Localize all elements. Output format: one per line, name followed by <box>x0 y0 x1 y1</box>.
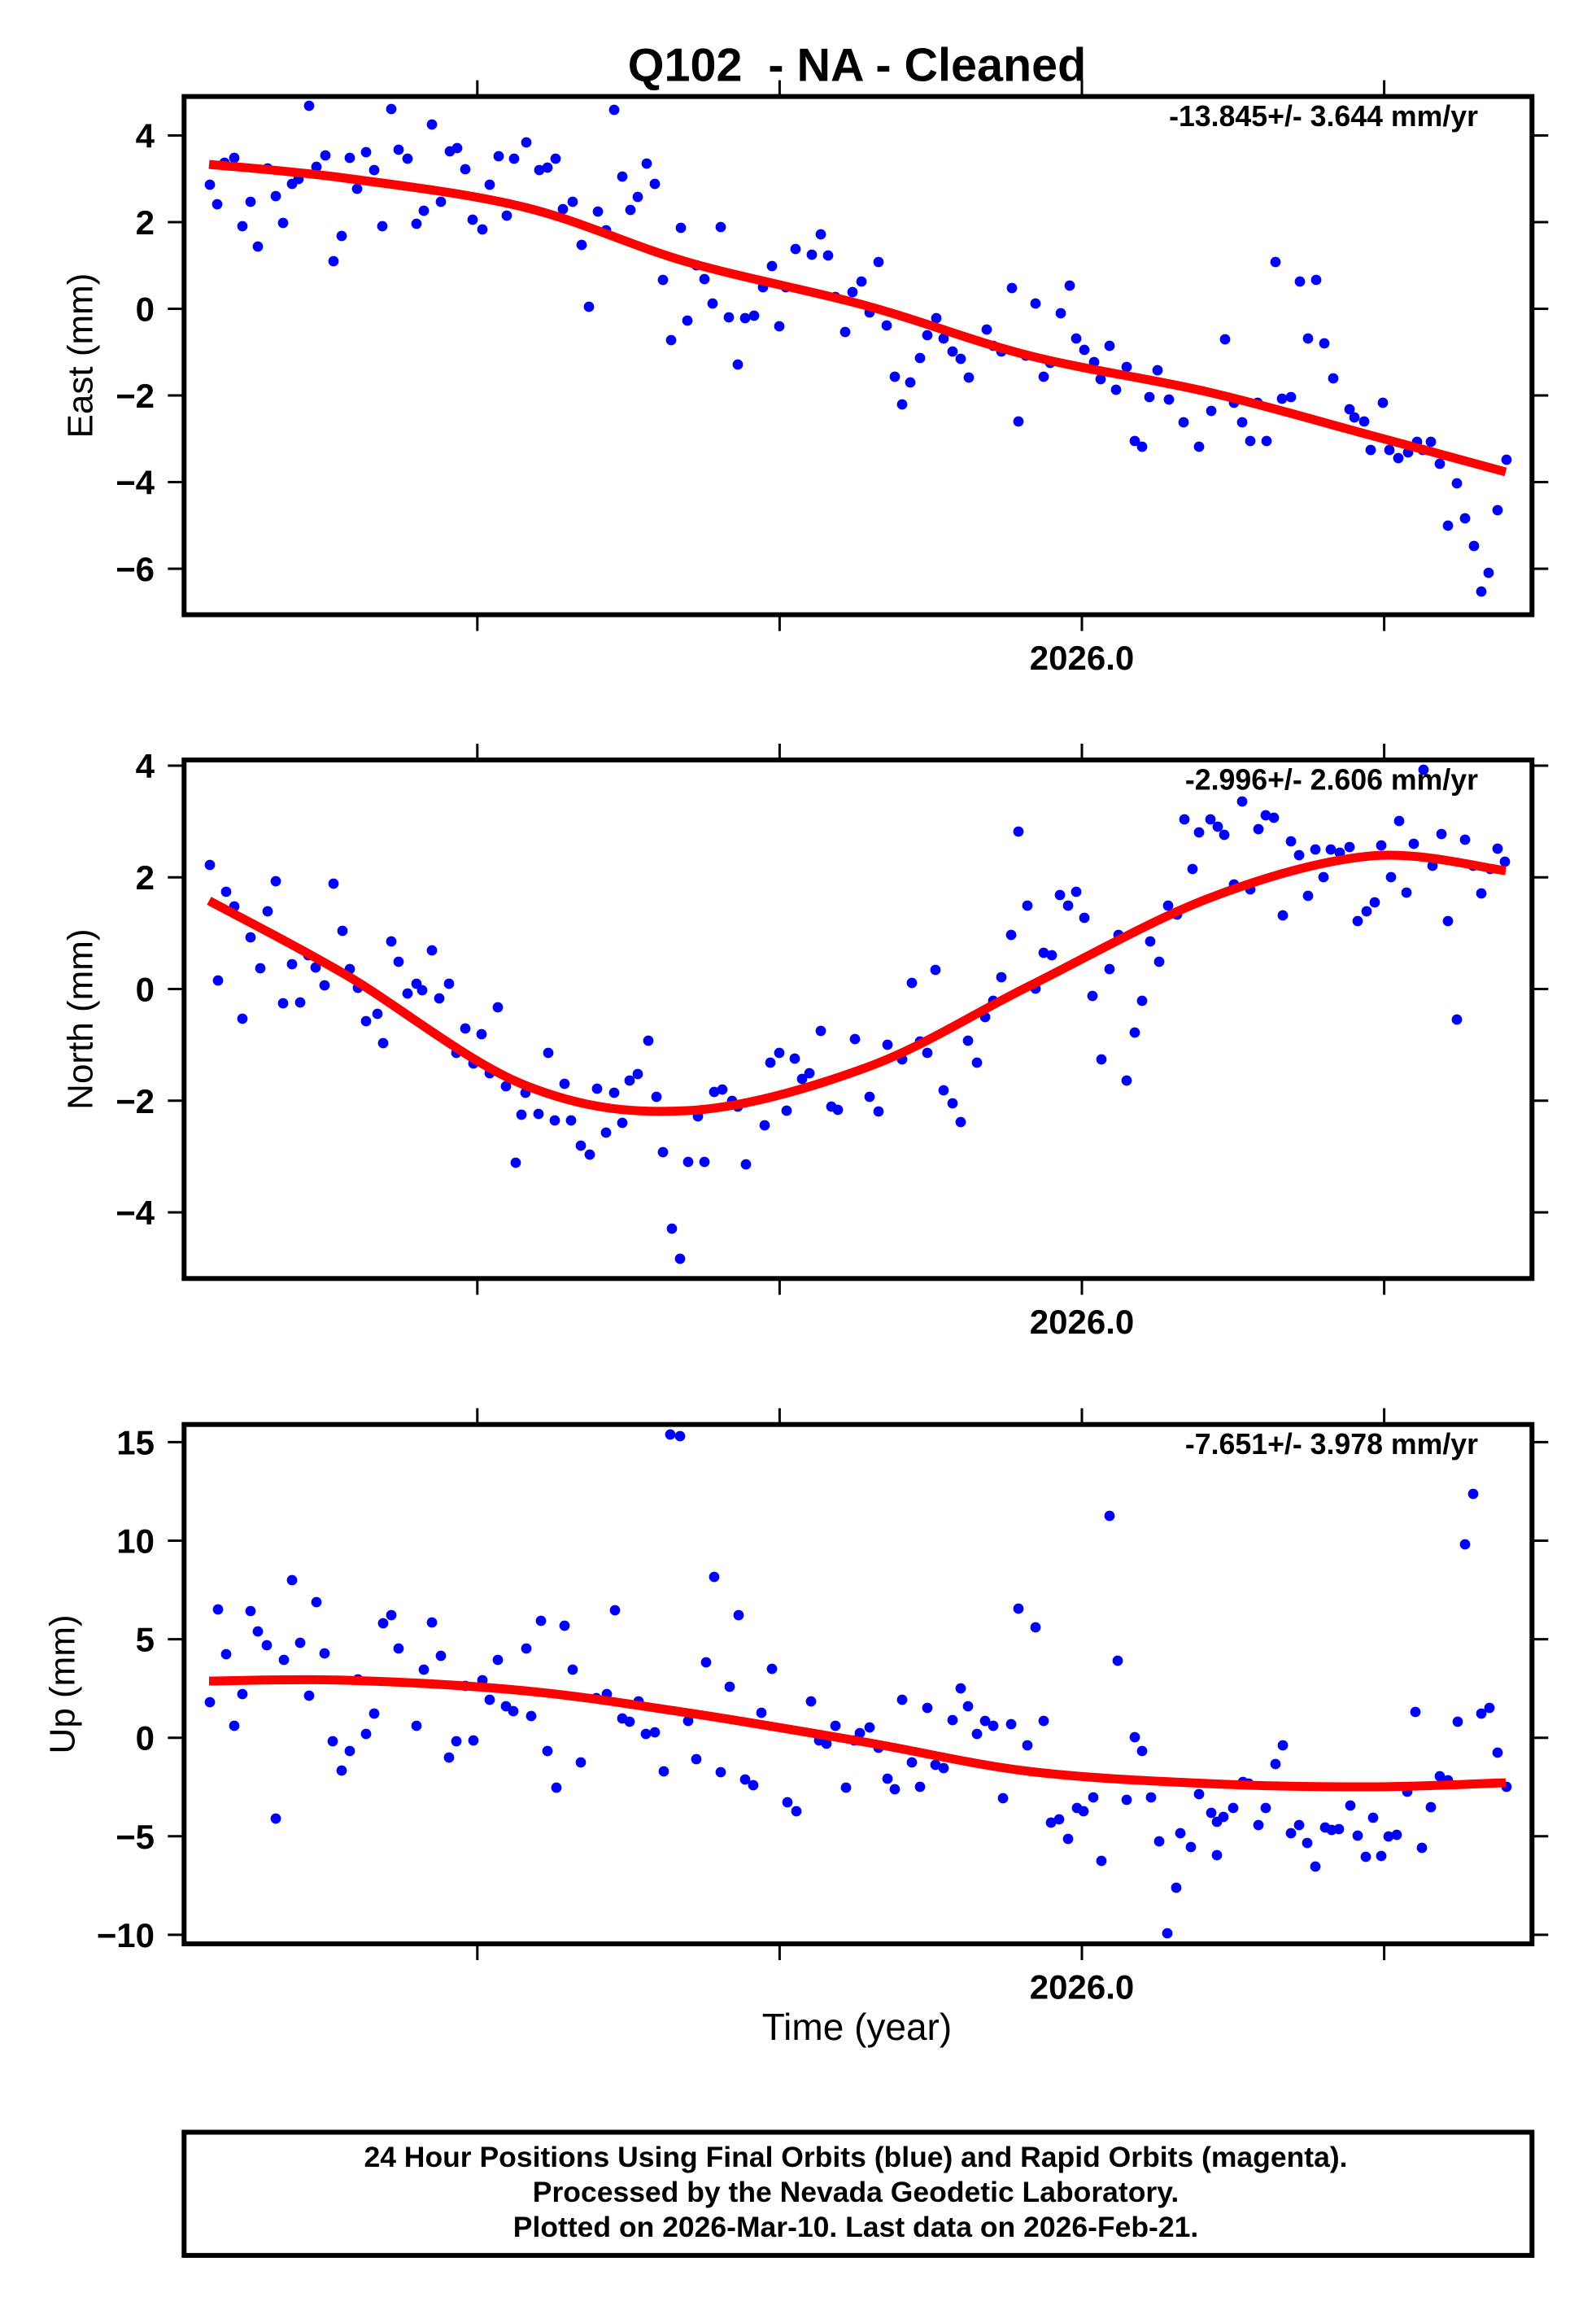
svg-text:4: 4 <box>136 747 155 785</box>
svg-text:East (mm): East (mm) <box>61 273 101 439</box>
svg-text:−4: −4 <box>116 1194 155 1232</box>
svg-text:−6: −6 <box>116 550 155 588</box>
svg-text:−4: −4 <box>116 464 155 502</box>
svg-text:2026.0: 2026.0 <box>1030 639 1134 677</box>
svg-text:0: 0 <box>136 290 155 329</box>
svg-text:24 Hour Positions Using Final: 24 Hour Positions Using Final Orbits (bl… <box>364 2141 1347 2173</box>
svg-text:−2: −2 <box>116 1082 155 1120</box>
svg-text:-13.845+/- 3.644 mm/yr: -13.845+/- 3.644 mm/yr <box>1169 100 1478 133</box>
svg-text:-2.996+/- 2.606 mm/yr: -2.996+/- 2.606 mm/yr <box>1185 764 1478 797</box>
svg-text:0: 0 <box>136 971 155 1009</box>
svg-text:2: 2 <box>136 858 155 897</box>
svg-text:2026.0: 2026.0 <box>1030 1303 1134 1341</box>
svg-text:10: 10 <box>116 1522 155 1561</box>
svg-text:15: 15 <box>116 1423 155 1461</box>
svg-text:−10: −10 <box>97 1916 155 1954</box>
svg-text:North (mm): North (mm) <box>61 928 101 1109</box>
svg-text:Plotted on 2026-Mar-10. Last d: Plotted on 2026-Mar-10. Last data on 202… <box>513 2211 1198 2243</box>
svg-text:2026.0: 2026.0 <box>1030 1968 1134 2007</box>
svg-text:Processed by the Nevada Geodet: Processed by the Nevada Geodetic Laborat… <box>533 2176 1179 2208</box>
svg-text:−5: −5 <box>116 1818 155 1856</box>
svg-text:Up (mm): Up (mm) <box>43 1614 83 1753</box>
svg-text:Time (year): Time (year) <box>762 2006 952 2048</box>
svg-text:4: 4 <box>136 117 155 155</box>
svg-text:0: 0 <box>136 1719 155 1758</box>
svg-text:Q102 - NA - Cleaned: Q102 - NA - Cleaned <box>628 40 1086 92</box>
svg-text:-7.651+/- 3.978 mm/yr: -7.651+/- 3.978 mm/yr <box>1185 1428 1478 1461</box>
svg-text:2: 2 <box>136 203 155 242</box>
svg-text:5: 5 <box>136 1621 155 1659</box>
svg-text:−2: −2 <box>116 377 155 415</box>
